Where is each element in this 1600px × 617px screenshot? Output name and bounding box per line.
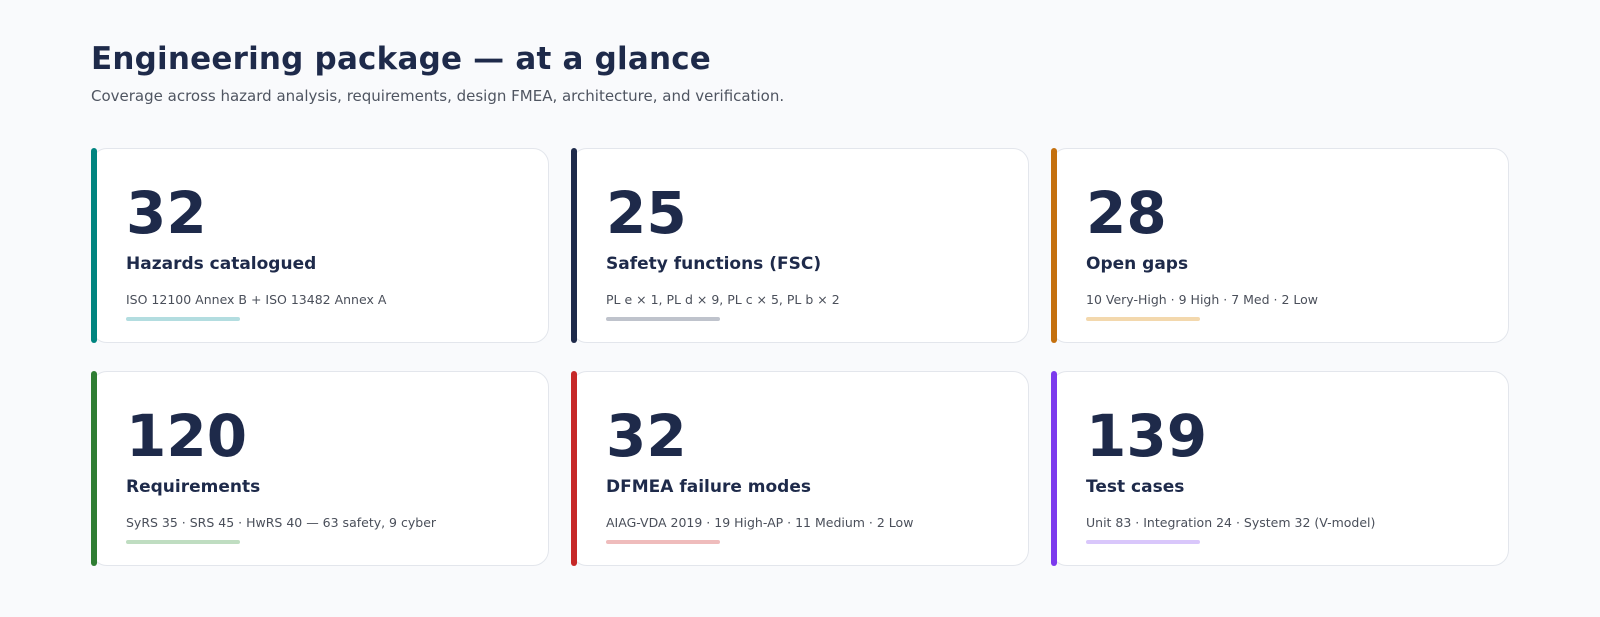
kpi-label: Safety functions (FSC) bbox=[606, 254, 822, 274]
card-accent-stripe bbox=[571, 148, 577, 343]
card-underline-bar bbox=[126, 540, 240, 544]
card-underline-bar bbox=[1086, 317, 1200, 321]
kpi-card-open-gaps: 28 Open gaps 10 Very-High · 9 High · 7 M… bbox=[1051, 148, 1509, 343]
kpi-value: 32 bbox=[126, 179, 207, 247]
card-accent-stripe bbox=[571, 371, 577, 566]
kpi-detail: PL e × 1, PL d × 9, PL c × 5, PL b × 2 bbox=[606, 292, 840, 307]
card-accent-stripe bbox=[91, 371, 97, 566]
page-title: Engineering package — at a glance bbox=[91, 41, 712, 77]
kpi-card-safety-functions: 25 Safety functions (FSC) PL e × 1, PL d… bbox=[571, 148, 1029, 343]
kpi-card-dfmea: 32 DFMEA failure modes AIAG-VDA 2019 · 1… bbox=[571, 371, 1029, 566]
kpi-value: 25 bbox=[606, 179, 687, 247]
page-subtitle: Coverage across hazard analysis, require… bbox=[91, 87, 785, 105]
card-underline-bar bbox=[606, 317, 720, 321]
kpi-card-requirements: 120 Requirements SyRS 35 · SRS 45 · HwRS… bbox=[91, 371, 549, 566]
card-underline-bar bbox=[1086, 540, 1200, 544]
kpi-card-grid: 32 Hazards catalogued ISO 12100 Annex B … bbox=[91, 148, 1509, 566]
card-accent-stripe bbox=[91, 148, 97, 343]
card-underline-bar bbox=[126, 317, 240, 321]
card-underline-bar bbox=[606, 540, 720, 544]
kpi-card-hazards: 32 Hazards catalogued ISO 12100 Annex B … bbox=[91, 148, 549, 343]
card-accent-stripe bbox=[1051, 148, 1057, 343]
kpi-label: Open gaps bbox=[1086, 254, 1189, 274]
kpi-value: 28 bbox=[1086, 179, 1167, 247]
kpi-detail: 10 Very-High · 9 High · 7 Med · 2 Low bbox=[1086, 292, 1319, 307]
kpi-value: 32 bbox=[606, 402, 687, 470]
kpi-detail: ISO 12100 Annex B + ISO 13482 Annex A bbox=[126, 292, 387, 307]
kpi-value: 139 bbox=[1086, 402, 1208, 470]
kpi-label: Test cases bbox=[1086, 477, 1185, 497]
kpi-detail: Unit 83 · Integration 24 · System 32 (V-… bbox=[1086, 515, 1376, 530]
card-accent-stripe bbox=[1051, 371, 1057, 566]
kpi-detail: AIAG-VDA 2019 · 19 High-AP · 11 Medium ·… bbox=[606, 515, 914, 530]
kpi-label: Requirements bbox=[126, 477, 261, 497]
kpi-label: DFMEA failure modes bbox=[606, 477, 811, 497]
kpi-value: 120 bbox=[126, 402, 248, 470]
kpi-detail: SyRS 35 · SRS 45 · HwRS 40 — 63 safety, … bbox=[126, 515, 437, 530]
kpi-card-test-cases: 139 Test cases Unit 83 · Integration 24 … bbox=[1051, 371, 1509, 566]
kpi-label: Hazards catalogued bbox=[126, 254, 317, 274]
